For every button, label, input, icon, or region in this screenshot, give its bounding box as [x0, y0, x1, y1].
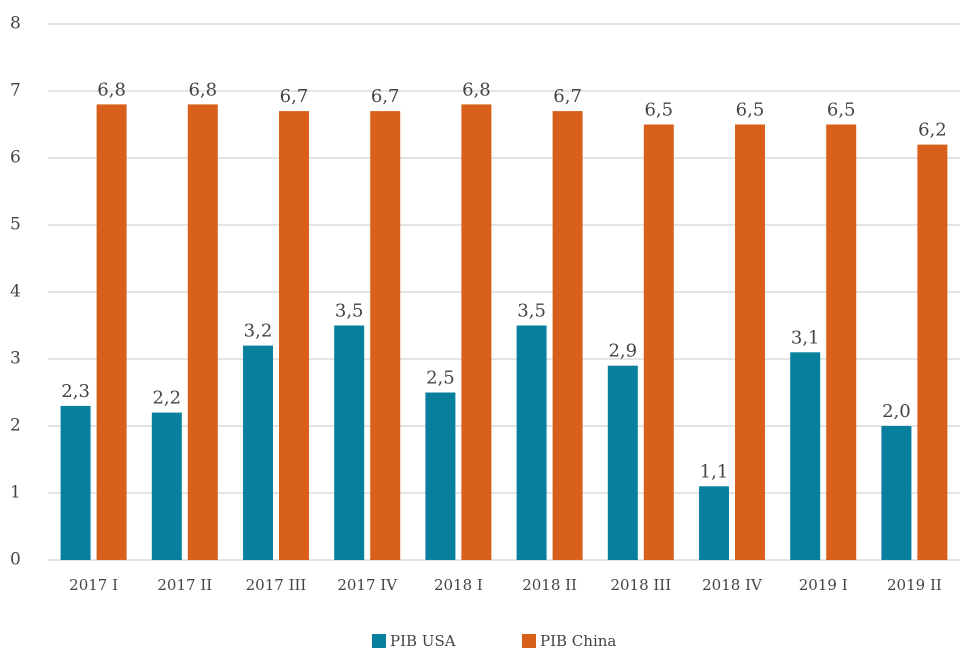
bar: [643, 124, 674, 560]
value-label: 6,7: [371, 86, 400, 107]
bar: [461, 104, 492, 561]
bar: [826, 124, 857, 560]
bar: [243, 345, 273, 560]
y-tick-label: 3: [10, 349, 21, 369]
legend-label: PIB USA: [390, 632, 456, 650]
value-label: 3,2: [244, 321, 273, 342]
y-tick-label: 1: [10, 483, 21, 503]
bar: [607, 365, 638, 560]
x-tick-label: 2018 IV: [702, 576, 763, 594]
y-tick-label: 2: [10, 416, 21, 436]
bar: [917, 144, 948, 560]
x-tick-label: 2018 III: [610, 576, 671, 594]
bar: [334, 325, 365, 560]
x-tick-label: 2017 III: [246, 576, 307, 594]
x-tick-label: 2019 II: [887, 576, 942, 594]
y-tick-label: 0: [10, 550, 21, 570]
bar: [96, 104, 127, 561]
y-tick-label: 8: [10, 14, 21, 34]
value-label: 3,5: [335, 301, 364, 322]
legend-swatch: [522, 634, 536, 648]
value-label: 1,1: [700, 461, 729, 482]
legend-swatch: [372, 634, 386, 648]
bar: [552, 111, 583, 560]
bar: [151, 412, 182, 560]
value-label: 6,5: [736, 100, 765, 121]
bar: [790, 352, 821, 560]
bar: [881, 426, 912, 560]
value-label: 6,2: [918, 120, 947, 141]
value-label: 3,5: [517, 301, 546, 322]
value-label: 2,5: [426, 368, 455, 389]
y-tick-label: 5: [10, 215, 21, 235]
value-label: 6,7: [553, 86, 582, 107]
bar: [60, 405, 91, 560]
bar: [187, 104, 218, 561]
x-tick-label: 2017 IV: [337, 576, 398, 594]
legend-label: PIB China: [540, 632, 616, 650]
bar: [425, 392, 456, 560]
bar: [279, 111, 309, 560]
y-tick-label: 6: [10, 148, 21, 168]
value-label: 6,8: [462, 79, 491, 100]
y-tick-label: 4: [10, 282, 21, 302]
x-tick-label: 2019 I: [799, 576, 848, 594]
x-tick-label: 2018 I: [434, 576, 483, 594]
value-label: 6,7: [280, 86, 309, 107]
bar: [370, 111, 401, 560]
value-label: 3,1: [791, 327, 820, 348]
x-tick-label: 2018 II: [522, 576, 577, 594]
value-label: 2,0: [882, 401, 911, 422]
bar: [516, 325, 547, 560]
value-label: 6,8: [188, 79, 217, 100]
value-label: 6,5: [644, 100, 673, 121]
x-tick-label: 2017 II: [157, 576, 212, 594]
bar: [735, 124, 765, 560]
x-tick-label: 2017 I: [69, 576, 118, 594]
y-tick-label: 7: [10, 81, 21, 101]
value-label: 2,2: [152, 388, 181, 409]
bar: [699, 486, 729, 560]
value-label: 2,3: [61, 381, 90, 402]
value-label: 2,9: [608, 341, 637, 362]
value-label: 6,5: [827, 100, 856, 121]
value-label: 6,8: [97, 79, 126, 100]
